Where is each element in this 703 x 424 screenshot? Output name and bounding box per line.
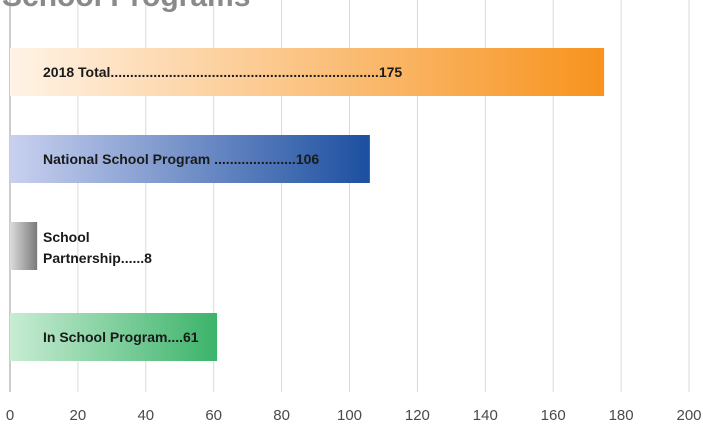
bar-labels: 2018 Total..............................… xyxy=(43,64,402,345)
x-tick-label: 160 xyxy=(541,407,566,424)
x-tick-label: 0 xyxy=(6,407,14,424)
bar-label: 2018 Total..............................… xyxy=(43,64,402,80)
x-tick-labels: 0 20 40 60 80 100 120 140 160 180 200 xyxy=(6,407,702,424)
bar xyxy=(10,222,38,270)
bar-label: In School Program....61 xyxy=(43,329,199,345)
x-tick-label: 140 xyxy=(473,407,498,424)
x-tick-label: 40 xyxy=(137,407,154,424)
x-tick-label: 20 xyxy=(70,407,87,424)
bars xyxy=(10,48,605,361)
bar xyxy=(10,135,370,183)
bar xyxy=(10,48,605,96)
bar-label: National School Program ................… xyxy=(43,151,319,167)
bar-label: School xyxy=(43,229,90,245)
bar-label: Partnership......8 xyxy=(43,250,152,266)
x-tick-label: 80 xyxy=(273,407,290,424)
x-tick-label: 200 xyxy=(676,407,701,424)
x-tick-label: 120 xyxy=(405,407,430,424)
chart-title: School Programs xyxy=(2,0,250,13)
x-tick-label: 100 xyxy=(337,407,362,424)
bar xyxy=(10,313,218,361)
x-tick-label: 60 xyxy=(205,407,222,424)
x-tick-label: 180 xyxy=(609,407,634,424)
